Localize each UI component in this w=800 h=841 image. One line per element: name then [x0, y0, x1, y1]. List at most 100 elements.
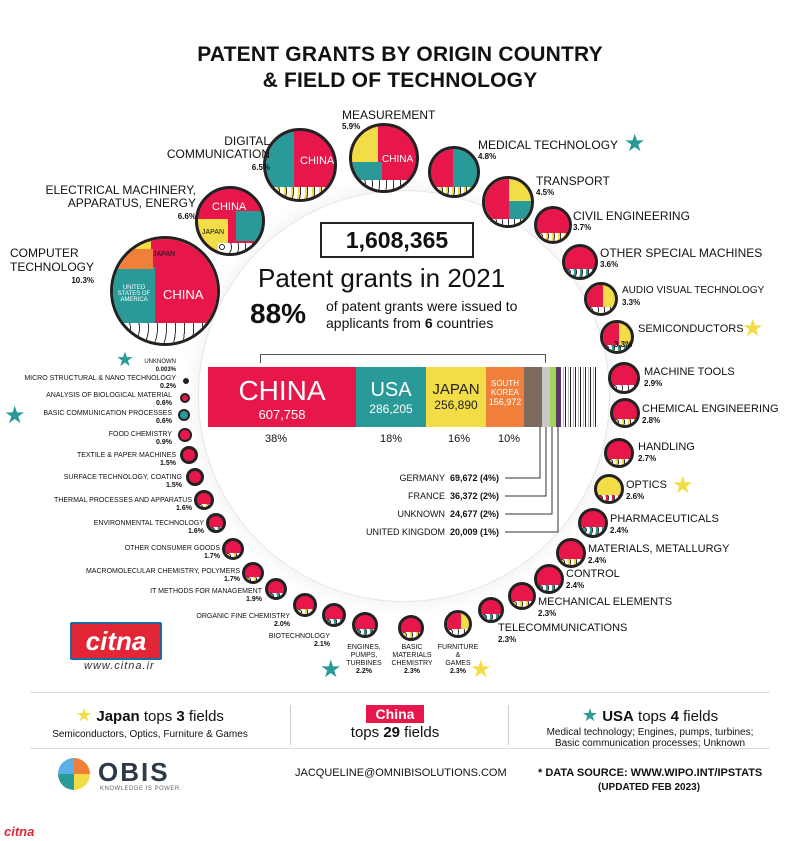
label-transport: TRANSPORT 4.5% — [536, 174, 610, 197]
bar-pct-japan: 16% — [448, 433, 471, 445]
label-semi: SEMICONDUCTORS 3.3% — [614, 323, 744, 349]
total-value: 1,608,365 — [345, 227, 449, 253]
bar-germany — [524, 367, 542, 427]
bar-uk — [556, 367, 561, 427]
bubble-biotech — [322, 603, 346, 627]
label-measurement: MEASUREMENT 5.9% — [342, 108, 436, 131]
bubble-electrical: CHINA JAPAN — [195, 186, 265, 256]
label-special: OTHER SPECIAL MACHINES 3.6% — [600, 246, 763, 269]
label-medical: MEDICAL TECHNOLOGY 4.8% — [478, 138, 619, 161]
label-thermal: THERMAL PROCESSES AND APPARATUS 1.6% — [54, 497, 192, 512]
label-basic-comm: BASIC COMMUNICATION PROCESSES 0.6% — [43, 410, 172, 425]
label-organic: ORGANIC FINE CHEMISTRY 2.0% — [196, 613, 290, 628]
star-icon: ★ — [581, 705, 599, 725]
label-it-methods: IT METHODS FOR MANAGEMENT 1.9% — [150, 588, 262, 603]
label-micro: MICRO STRUCTURAL & NANO TECHNOLOGY 0.2% — [24, 375, 176, 390]
obis-tagline: KNOWLEDGE IS POWER — [100, 786, 180, 792]
bubble-computer-technology: CHINA JAPAN UNITED STATES OF AMERICA — [110, 236, 220, 346]
citna-logo: citna — [70, 622, 162, 660]
footer-email: JACQUELINE@OMNIBISOLUTIONS.COM — [295, 767, 507, 779]
other-uk: UNITED KINGDOM 20,009 (1%) — [365, 527, 500, 537]
bubble-control — [534, 564, 564, 594]
other-countries: GERMANY 69,672 (4%) FRANCE 36,372 (2%) U… — [330, 469, 530, 541]
bubble-chem-eng — [610, 398, 640, 428]
bubble-materials — [556, 538, 586, 568]
bubble-mechanical — [508, 582, 536, 610]
bubble-environ — [206, 513, 226, 533]
footer-updated: (UPDATED FEB 2023) — [598, 782, 701, 793]
label-surface: SURFACE TECHNOLOGY, COATING 1.5% — [63, 474, 182, 489]
other-unknown: UNKNOWN 24,677 (2%) — [397, 509, 500, 519]
center-circle — [198, 190, 610, 602]
obis-logo — [58, 758, 90, 790]
label-electrical: ELECTRICAL MACHINERY, APPARATUS, ENERGY … — [45, 183, 197, 222]
label-consumer: OTHER CONSUMER GOODS 1.7% — [124, 545, 220, 560]
label-mechanical: MECHANICAL ELEMENTS 2.3% — [538, 596, 673, 618]
star-icon: ★ — [76, 705, 93, 725]
label-engines: ENGINES, PUMPS, TURBINES 2.2% — [346, 644, 382, 675]
star-icon: ★ — [672, 472, 694, 499]
bubble-engines — [352, 612, 378, 638]
bar-japan: JAPAN 256,890 — [426, 367, 486, 427]
bubble-handling — [604, 438, 634, 468]
bubble-it-methods — [265, 578, 287, 600]
citna-url: www.citna.ir — [84, 660, 155, 672]
bar-pct-china: 38% — [265, 433, 288, 445]
bubble-semiconductors — [600, 320, 634, 354]
divider — [30, 748, 770, 749]
summary-japan: ★ Japan tops 3 fields Semiconductors, Op… — [52, 705, 248, 740]
star-icon: ★ — [470, 656, 492, 683]
label-environ: ENVIRONMENTAL TECHNOLOGY 1.6% — [93, 520, 204, 535]
bubble-optics — [594, 474, 624, 504]
bar-unknown — [550, 367, 556, 427]
headline-pct: 88% — [250, 298, 307, 329]
bubble-special — [562, 244, 598, 280]
other-france: FRANCE 36,372 (2%) — [407, 491, 500, 501]
bubble-measurement: CHINA — [349, 123, 419, 193]
other-germany: GERMANY 69,672 (4%) — [399, 473, 500, 483]
star-icon: ★ — [320, 656, 342, 683]
bar-rest — [561, 367, 598, 427]
summary-china: China tops 29 fields — [350, 705, 440, 741]
citna-corner-logo: citna — [4, 824, 35, 839]
label-furniture: FURNITURE & GAMES 2.3% — [437, 644, 479, 675]
summary-usa: ★ USA tops 4 fields Medical technology; … — [546, 705, 754, 749]
footer-source: * DATA SOURCE: WWW.WIPO.INT/IPSTATS — [538, 767, 763, 779]
bubble-furniture — [444, 610, 472, 638]
label-handling: HANDLING 2.7% — [638, 441, 695, 463]
total-banner: 1,608,365 — [320, 222, 474, 258]
bar-pct-usa: 18% — [380, 433, 403, 445]
bubble-micro — [183, 378, 189, 384]
bubble-machine-tools — [608, 362, 640, 394]
summary-sep-1 — [290, 705, 291, 745]
bar-usa: USA 286,205 — [356, 367, 426, 427]
bubble-audio — [584, 282, 618, 316]
headline-subtitle: Patent grants in 2021 — [258, 263, 506, 293]
bar-china: CHINA 607,758 — [208, 367, 356, 427]
label-textile: TEXTILE & PAPER MACHINES 1.5% — [76, 452, 176, 467]
label-macro: MACROMOLECULAR CHEMISTRY, POLYMERS 1.7% — [85, 568, 240, 583]
headline-pct-text: of patent grants were issued to applican… — [326, 298, 518, 331]
obis-brand: OBIS — [98, 757, 170, 787]
label-materials: MATERIALS, METALLURGY 2.4% — [588, 543, 730, 565]
bubble-civil — [534, 206, 572, 244]
star-icon: ★ — [624, 130, 646, 157]
bubble-basic-comm — [178, 409, 190, 421]
label-civil: CIVIL ENGINEERING 3.7% — [573, 209, 690, 232]
bubble-macro — [242, 562, 264, 584]
summary-sep-2 — [508, 705, 509, 745]
country-bar: CHINA 607,758 USA 286,205 JAPAN 256,890 … — [208, 367, 598, 427]
star-icon: ★ — [4, 402, 26, 429]
bar-bracket — [260, 354, 546, 363]
star-icon: ★ — [116, 349, 134, 371]
star-icon: ★ — [742, 315, 764, 342]
label-bio-material: ANALYSIS OF BIOLOGICAL MATERIAL 0.6% — [46, 392, 172, 407]
bubble-thermal — [194, 490, 214, 510]
bubble-food — [178, 428, 192, 442]
bubble-transport — [482, 176, 534, 228]
label-basic-materials: BASIC MATERIALS CHEMISTRY 2.3% — [391, 644, 433, 675]
bar-france — [542, 367, 550, 427]
page-title: PATENT GRANTS BY ORIGIN COUNTRY & FIELD … — [197, 43, 603, 92]
bubble-bio-material — [180, 393, 190, 403]
